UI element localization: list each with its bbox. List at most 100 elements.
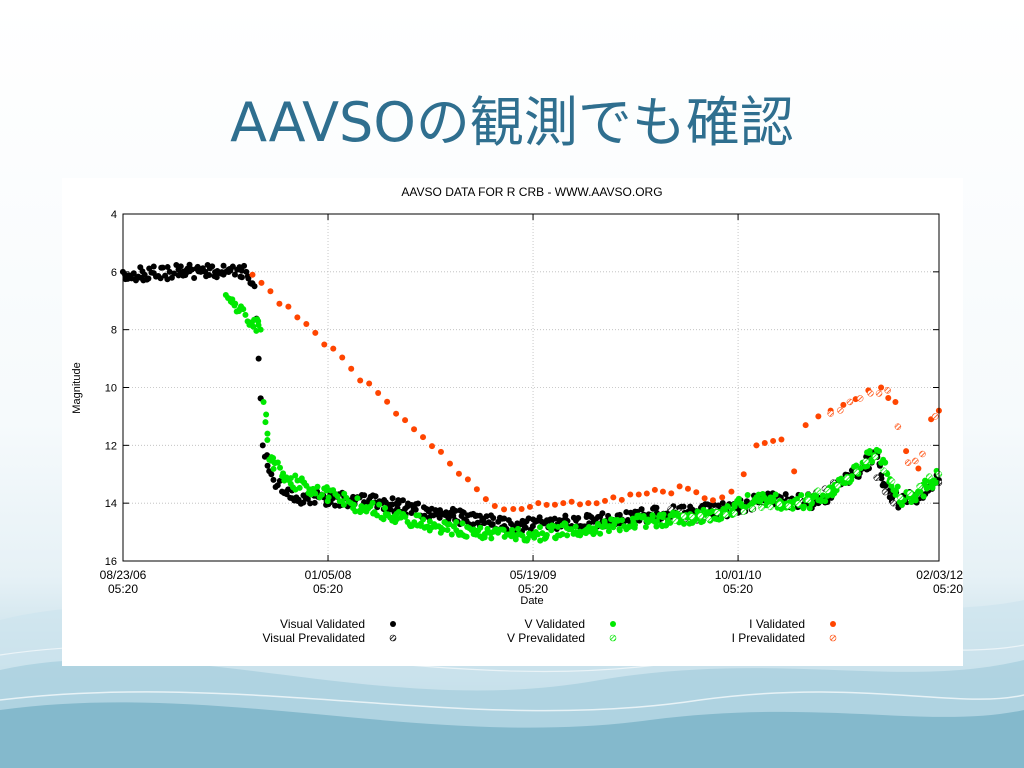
x-tick-label: 10/01/10: [715, 568, 762, 582]
data-point: [369, 499, 376, 506]
data-point: [597, 530, 604, 537]
data-point: [536, 514, 543, 521]
data-point: [348, 365, 355, 372]
data-point: [551, 501, 558, 508]
data-point: [412, 506, 419, 513]
data-point: [415, 512, 422, 519]
data-point: [206, 272, 213, 279]
data-point: [314, 483, 321, 490]
data-point: [312, 490, 319, 497]
data-point: [307, 500, 314, 507]
data-point: [769, 498, 776, 505]
data-point: [270, 454, 277, 461]
data-point: [150, 263, 157, 270]
y-tick-label: 4: [111, 209, 117, 221]
data-point: [819, 492, 826, 499]
data-point: [330, 345, 337, 352]
data-point: [446, 460, 453, 467]
data-point: [815, 413, 822, 420]
data-point: [244, 273, 251, 280]
data-point: [258, 279, 265, 286]
data-point: [464, 476, 471, 483]
data-point: [719, 494, 726, 501]
data-point: [376, 501, 383, 508]
data-point: [387, 506, 394, 513]
data-point: [526, 503, 533, 510]
data-point: [420, 434, 427, 441]
data-point: [564, 532, 571, 539]
data-point: [890, 499, 897, 507]
data-point: [536, 524, 543, 531]
series-i-validated: [249, 271, 942, 513]
data-point: [595, 520, 602, 527]
data-point: [843, 474, 851, 482]
y-tick-label: 16: [105, 556, 117, 568]
data-point: [881, 488, 889, 496]
data-point: [814, 487, 822, 495]
data-point: [231, 271, 238, 278]
data-point: [908, 498, 915, 505]
data-point: [744, 491, 751, 498]
data-point: [857, 465, 864, 472]
data-point: [876, 448, 883, 455]
data-point: [867, 390, 874, 397]
data-point: [481, 520, 488, 527]
data-point: [892, 398, 899, 405]
data-point: [705, 515, 713, 522]
data-point: [875, 390, 883, 397]
data-point: [488, 535, 495, 542]
data-point: [903, 448, 910, 455]
plot-frame: [122, 213, 940, 562]
data-point: [653, 518, 660, 525]
data-point: [782, 491, 789, 498]
data-point: [880, 467, 887, 474]
data-point: [250, 323, 257, 330]
data-point: [576, 501, 583, 508]
data-point: [791, 468, 798, 475]
data-point: [270, 465, 277, 472]
data-point: [389, 495, 396, 502]
x-tick-label: 02/03/12: [916, 568, 963, 582]
data-point: [653, 523, 660, 530]
data-point: [804, 496, 812, 504]
legend-item-v-validated: V Validated: [525, 617, 616, 631]
data-point: [285, 303, 292, 310]
data-point: [238, 274, 245, 281]
data-point: [680, 503, 687, 510]
data-point: [501, 506, 508, 513]
data-point: [709, 497, 716, 504]
data-point: [714, 509, 721, 516]
y-tick-label: 10: [105, 383, 117, 395]
data-point: [568, 498, 575, 505]
x-tick-label: 05:20: [933, 582, 963, 596]
data-point: [372, 493, 379, 500]
data-point: [311, 499, 318, 506]
data-point: [933, 479, 940, 486]
data-point: [522, 524, 529, 531]
data-point: [853, 468, 860, 476]
x-tick-label: 05:20: [518, 582, 548, 596]
x-axis-label: Date: [520, 595, 543, 607]
data-point: [878, 384, 885, 391]
data-point: [323, 484, 330, 491]
data-point: [510, 505, 517, 512]
data-point: [448, 531, 455, 538]
data-point: [793, 496, 800, 503]
y-tick-label: 8: [111, 325, 117, 337]
data-point: [177, 263, 184, 270]
data-point: [776, 500, 783, 508]
data-point: [898, 501, 905, 508]
data-point: [164, 264, 171, 271]
data-point: [321, 341, 328, 348]
data-point: [693, 489, 700, 496]
data-point: [543, 501, 550, 508]
data-point: [758, 504, 765, 511]
data-point: [897, 494, 904, 501]
data-point: [653, 504, 660, 511]
data-point: [805, 491, 812, 498]
data-point: [834, 482, 841, 490]
data-point: [740, 508, 747, 515]
data-point: [194, 263, 201, 270]
y-axis-label: Magnitude: [71, 362, 83, 413]
